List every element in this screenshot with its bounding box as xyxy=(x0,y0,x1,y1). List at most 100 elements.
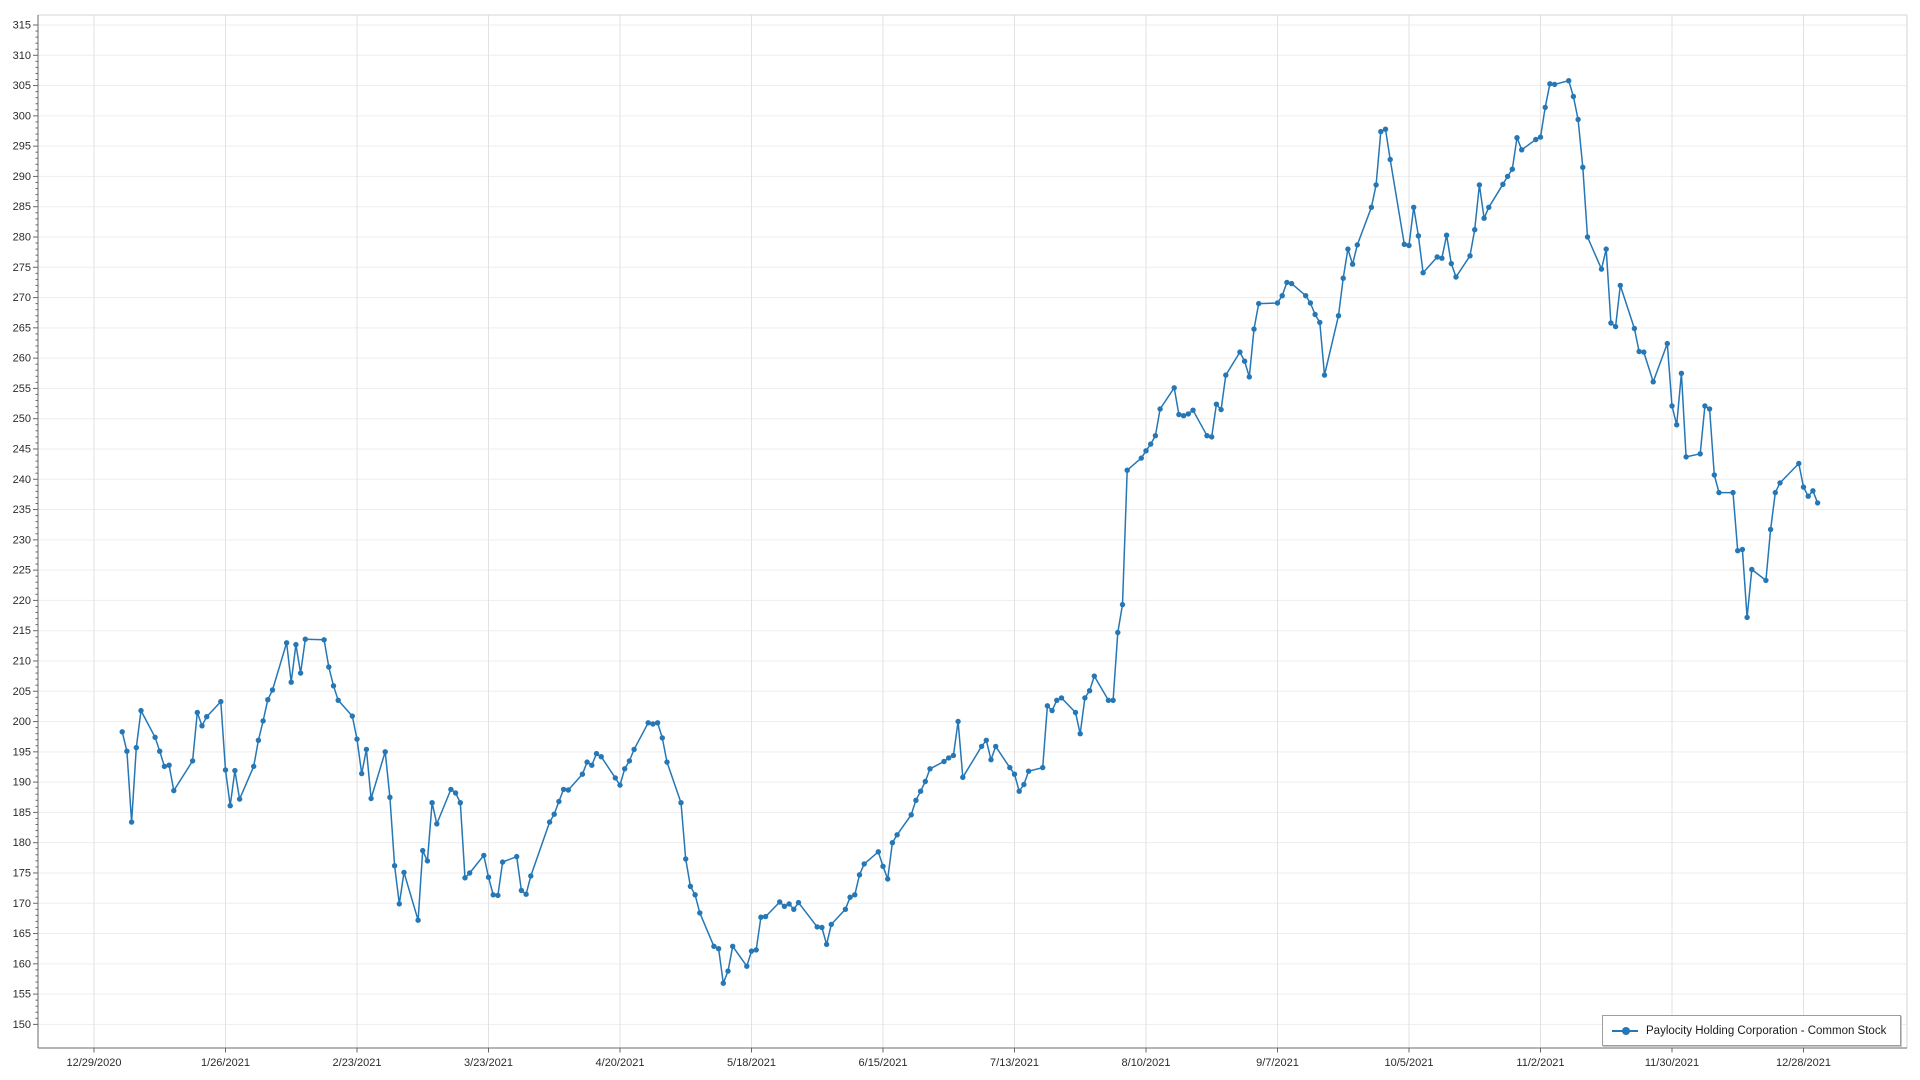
y-axis-tick-label: 170 xyxy=(13,898,31,910)
data-point-marker xyxy=(1072,709,1079,716)
data-point-marker xyxy=(189,758,196,764)
y-axis-tick-label: 150 xyxy=(13,1019,31,1031)
data-point-marker xyxy=(617,782,623,788)
y-axis-tick-label: 300 xyxy=(13,110,31,122)
data-point-marker xyxy=(420,847,426,854)
data-point-marker xyxy=(1335,313,1342,319)
data-point-marker xyxy=(1011,771,1018,777)
data-point-marker xyxy=(523,891,529,897)
data-point-marker xyxy=(1702,403,1708,409)
data-point-marker xyxy=(391,863,398,869)
y-axis-tick-label: 205 xyxy=(13,686,31,698)
data-point-marker xyxy=(1749,566,1755,573)
data-point-marker xyxy=(1735,548,1741,554)
data-point-marker xyxy=(791,906,797,912)
data-point-marker xyxy=(823,941,830,948)
data-point-marker xyxy=(1472,227,1478,233)
data-point-marker xyxy=(1631,325,1638,332)
x-axis-tick-label: 10/5/2021 xyxy=(1385,1057,1434,1069)
x-axis-tick-label: 9/7/2021 xyxy=(1256,1057,1299,1069)
data-point-marker xyxy=(1711,472,1718,478)
y-axis-tick-label: 220 xyxy=(13,595,31,607)
data-point-marker xyxy=(1406,242,1412,249)
data-point-marker xyxy=(753,947,759,953)
data-point-marker xyxy=(368,795,374,802)
data-point-marker xyxy=(434,821,440,827)
y-axis-tick-label: 315 xyxy=(13,20,31,32)
data-point-marker xyxy=(1016,788,1022,794)
data-point-marker xyxy=(1105,697,1112,703)
data-point-marker xyxy=(1537,134,1544,140)
data-point-marker xyxy=(814,924,820,930)
data-point-marker xyxy=(1251,326,1257,332)
data-point-marker xyxy=(490,892,496,898)
legend-series-marker-icon xyxy=(1612,1026,1638,1036)
data-point-marker xyxy=(1519,147,1525,153)
data-point-marker xyxy=(1772,489,1779,496)
data-point-marker xyxy=(1204,433,1210,439)
data-point-marker xyxy=(255,737,262,743)
data-point-marker xyxy=(744,963,750,969)
y-axis-tick-label: 175 xyxy=(13,867,31,879)
y-axis-tick-label: 160 xyxy=(13,958,31,970)
data-point-marker xyxy=(1547,81,1553,87)
data-point-marker xyxy=(880,863,886,869)
data-point-marker xyxy=(847,894,853,900)
data-point-marker xyxy=(645,720,651,726)
data-point-marker xyxy=(269,687,276,693)
data-point-marker xyxy=(730,943,736,949)
data-point-marker xyxy=(1467,253,1473,259)
data-point-marker xyxy=(1683,454,1689,460)
x-axis-tick-label: 6/15/2021 xyxy=(859,1057,908,1069)
data-point-marker xyxy=(913,797,919,803)
data-point-marker xyxy=(166,762,172,768)
data-point-marker xyxy=(260,718,266,724)
y-axis-tick-label: 180 xyxy=(13,837,31,849)
data-point-marker xyxy=(955,718,961,725)
data-point-marker xyxy=(1119,601,1126,608)
data-point-marker xyxy=(1368,204,1375,210)
data-point-marker xyxy=(514,853,520,860)
data-point-marker xyxy=(626,758,633,764)
data-point-marker xyxy=(579,771,586,777)
data-point-marker xyxy=(1674,422,1680,428)
data-point-marker xyxy=(528,873,534,879)
data-point-marker xyxy=(1716,489,1722,496)
data-point-marker xyxy=(1814,500,1821,506)
x-axis-tick-label: 12/29/2020 xyxy=(66,1057,121,1069)
chart-legend[interactable]: Paylocity Holding Corporation - Common S… xyxy=(1602,1015,1901,1046)
data-point-marker xyxy=(448,786,454,793)
data-point-marker xyxy=(551,811,557,817)
data-point-marker xyxy=(1058,695,1065,701)
y-axis-tick-label: 285 xyxy=(13,201,31,213)
data-point-marker xyxy=(1434,254,1440,260)
data-point-marker xyxy=(1223,372,1229,378)
data-point-marker xyxy=(138,707,144,714)
data-point-marker xyxy=(1448,260,1455,267)
data-point-marker xyxy=(1575,116,1581,123)
data-point-marker xyxy=(1110,697,1116,703)
data-point-marker xyxy=(1584,234,1591,240)
data-point-marker xyxy=(1476,182,1483,188)
data-point-marker xyxy=(1213,401,1220,407)
data-point-marker xyxy=(1138,455,1145,461)
y-axis-tick-label: 245 xyxy=(13,443,31,455)
data-point-marker xyxy=(1570,93,1577,100)
data-point-marker xyxy=(1678,370,1685,376)
data-point-marker xyxy=(1580,164,1586,170)
data-point-marker xyxy=(1443,232,1450,238)
data-point-marker xyxy=(1411,204,1417,210)
data-point-marker xyxy=(1805,493,1811,499)
data-point-marker xyxy=(1481,215,1487,221)
data-point-marker xyxy=(612,775,618,781)
data-point-marker xyxy=(457,800,463,806)
data-point-marker xyxy=(467,870,473,876)
data-point-marker xyxy=(415,917,421,923)
data-point-marker xyxy=(1378,128,1384,135)
data-point-marker xyxy=(1551,81,1558,88)
data-point-marker xyxy=(1124,467,1130,473)
data-point-marker xyxy=(222,767,229,773)
x-axis-tick-label: 11/2/2021 xyxy=(1516,1057,1564,1069)
data-point-marker xyxy=(363,746,370,753)
data-point-marker xyxy=(720,980,726,986)
